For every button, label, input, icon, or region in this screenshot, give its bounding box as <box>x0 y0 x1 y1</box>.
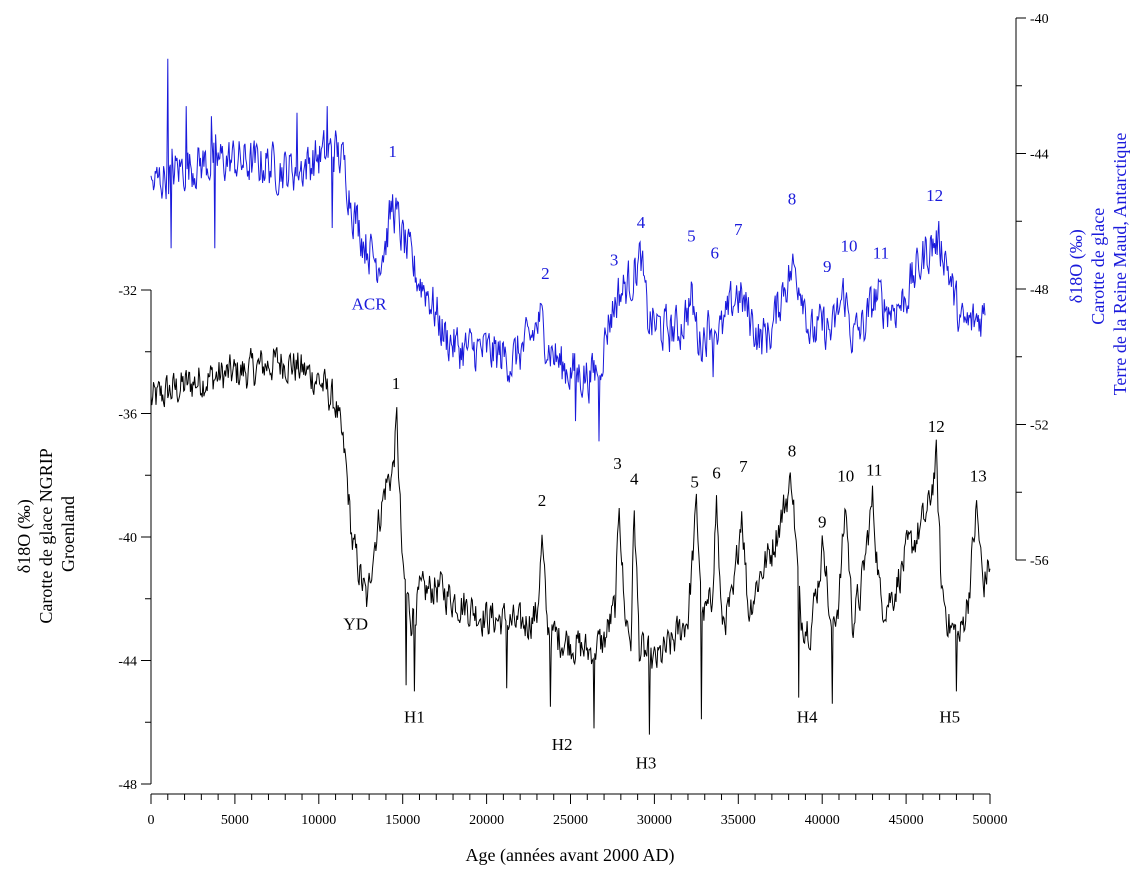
y-left-title-line-2: Carotte de glace NGRIP <box>36 448 56 623</box>
annotation-label-ngrip: 10 <box>837 466 854 485</box>
annotation-label-ngrip: H4 <box>797 707 818 726</box>
annotation-label-ngrip: 9 <box>818 513 827 532</box>
x-tick-label: 50000 <box>973 813 1008 828</box>
x-tick-label: 0 <box>148 813 155 828</box>
annotation-label-antarctic: 11 <box>873 244 889 263</box>
series-line-antarctic <box>150 58 986 442</box>
annotation-label-antarctic: 7 <box>734 220 743 239</box>
y-left-title-line-1: δ18O (‰) <box>14 499 35 573</box>
y-axis-right: -40 -44 -48 -52 -56 <box>1015 12 1049 569</box>
annotation-label-antarctic: ACR <box>352 294 388 313</box>
x-axis: 0 5000 10000 15000 20000 25000 30000 35000 40000… <box>148 793 1008 828</box>
annotation-label-ngrip: 3 <box>613 454 622 473</box>
annotation-label-antarctic: 8 <box>788 189 797 208</box>
annotation-label-antarctic: 12 <box>926 186 943 205</box>
annotation-label-antarctic: 4 <box>637 213 646 232</box>
x-tick-label: 5000 <box>221 813 249 828</box>
annotation-label-ngrip: H2 <box>552 735 573 754</box>
annotation-label-ngrip: H1 <box>404 707 425 726</box>
annotation-label-antarctic: 1 <box>388 142 397 161</box>
y-right-title-line-3: Terre de la Reine Maud, Antarctique <box>1110 133 1130 396</box>
y-left-tick-label: -48 <box>118 778 137 793</box>
y-left-title: δ18O (‰) Carotte de glace NGRIP Groenlan… <box>14 444 78 623</box>
y-left-tick-label: -36 <box>118 408 137 423</box>
y-right-title: δ18O (‰) Carotte de glace Terre de la Re… <box>1066 133 1130 396</box>
x-tick-label: 25000 <box>553 813 588 828</box>
annotation-label-ngrip: 1 <box>392 374 401 393</box>
annotation-label-ngrip: 5 <box>690 473 699 492</box>
y-left-tick-label: -32 <box>118 284 137 299</box>
annotation-label-ngrip: H3 <box>636 754 657 773</box>
y-right-tick-label: -56 <box>1030 554 1049 569</box>
annotation-label-ngrip: 7 <box>739 457 748 476</box>
annotation-label-ngrip: 6 <box>712 463 721 482</box>
annotation-label-ngrip: 13 <box>970 466 987 485</box>
annotation-label-ngrip: YD <box>343 615 368 634</box>
x-tick-label: 35000 <box>721 813 756 828</box>
annotation-label-antarctic: 9 <box>823 257 832 276</box>
annotation-label-ngrip: 11 <box>866 460 882 479</box>
y-axis-left: -32 -36 -40 -44 -48 <box>118 284 152 793</box>
annotation-label-ngrip: 4 <box>630 470 639 489</box>
y-right-tick-label: -40 <box>1030 12 1049 27</box>
series-line-ngrip <box>150 347 991 735</box>
x-tick-label: 15000 <box>385 813 420 828</box>
x-tick-label: 30000 <box>637 813 672 828</box>
y-right-tick-label: -44 <box>1030 148 1049 163</box>
annotation-label-ngrip: 2 <box>538 491 547 510</box>
annotation-label-ngrip: H5 <box>939 707 960 726</box>
annotation-label-ngrip: 12 <box>928 417 945 436</box>
annotation-label-ngrip: 8 <box>788 442 797 461</box>
y-left-title-line-3: Groenland <box>58 496 78 572</box>
annotation-label-antarctic: 2 <box>541 264 550 283</box>
y-right-tick-label: -48 <box>1030 283 1049 298</box>
annotation-label-antarctic: 3 <box>610 250 619 269</box>
x-tick-label: 45000 <box>889 813 924 828</box>
x-tick-label: 40000 <box>805 813 840 828</box>
x-axis-title: Age (années avant 2000 AD) <box>466 845 675 866</box>
annotation-label-antarctic: 10 <box>841 237 858 256</box>
x-tick-label: 10000 <box>301 813 336 828</box>
y-right-tick-label: -52 <box>1030 419 1049 434</box>
x-tick-label: 20000 <box>469 813 504 828</box>
annotation-label-antarctic: 6 <box>711 244 720 263</box>
y-right-title-line-2: Carotte de glace <box>1088 208 1108 325</box>
annotation-label-antarctic: 5 <box>687 227 696 246</box>
y-left-tick-label: -44 <box>118 655 137 670</box>
y-right-title-line-1: δ18O (‰) <box>1066 229 1087 303</box>
y-left-tick-label: -40 <box>118 531 137 546</box>
